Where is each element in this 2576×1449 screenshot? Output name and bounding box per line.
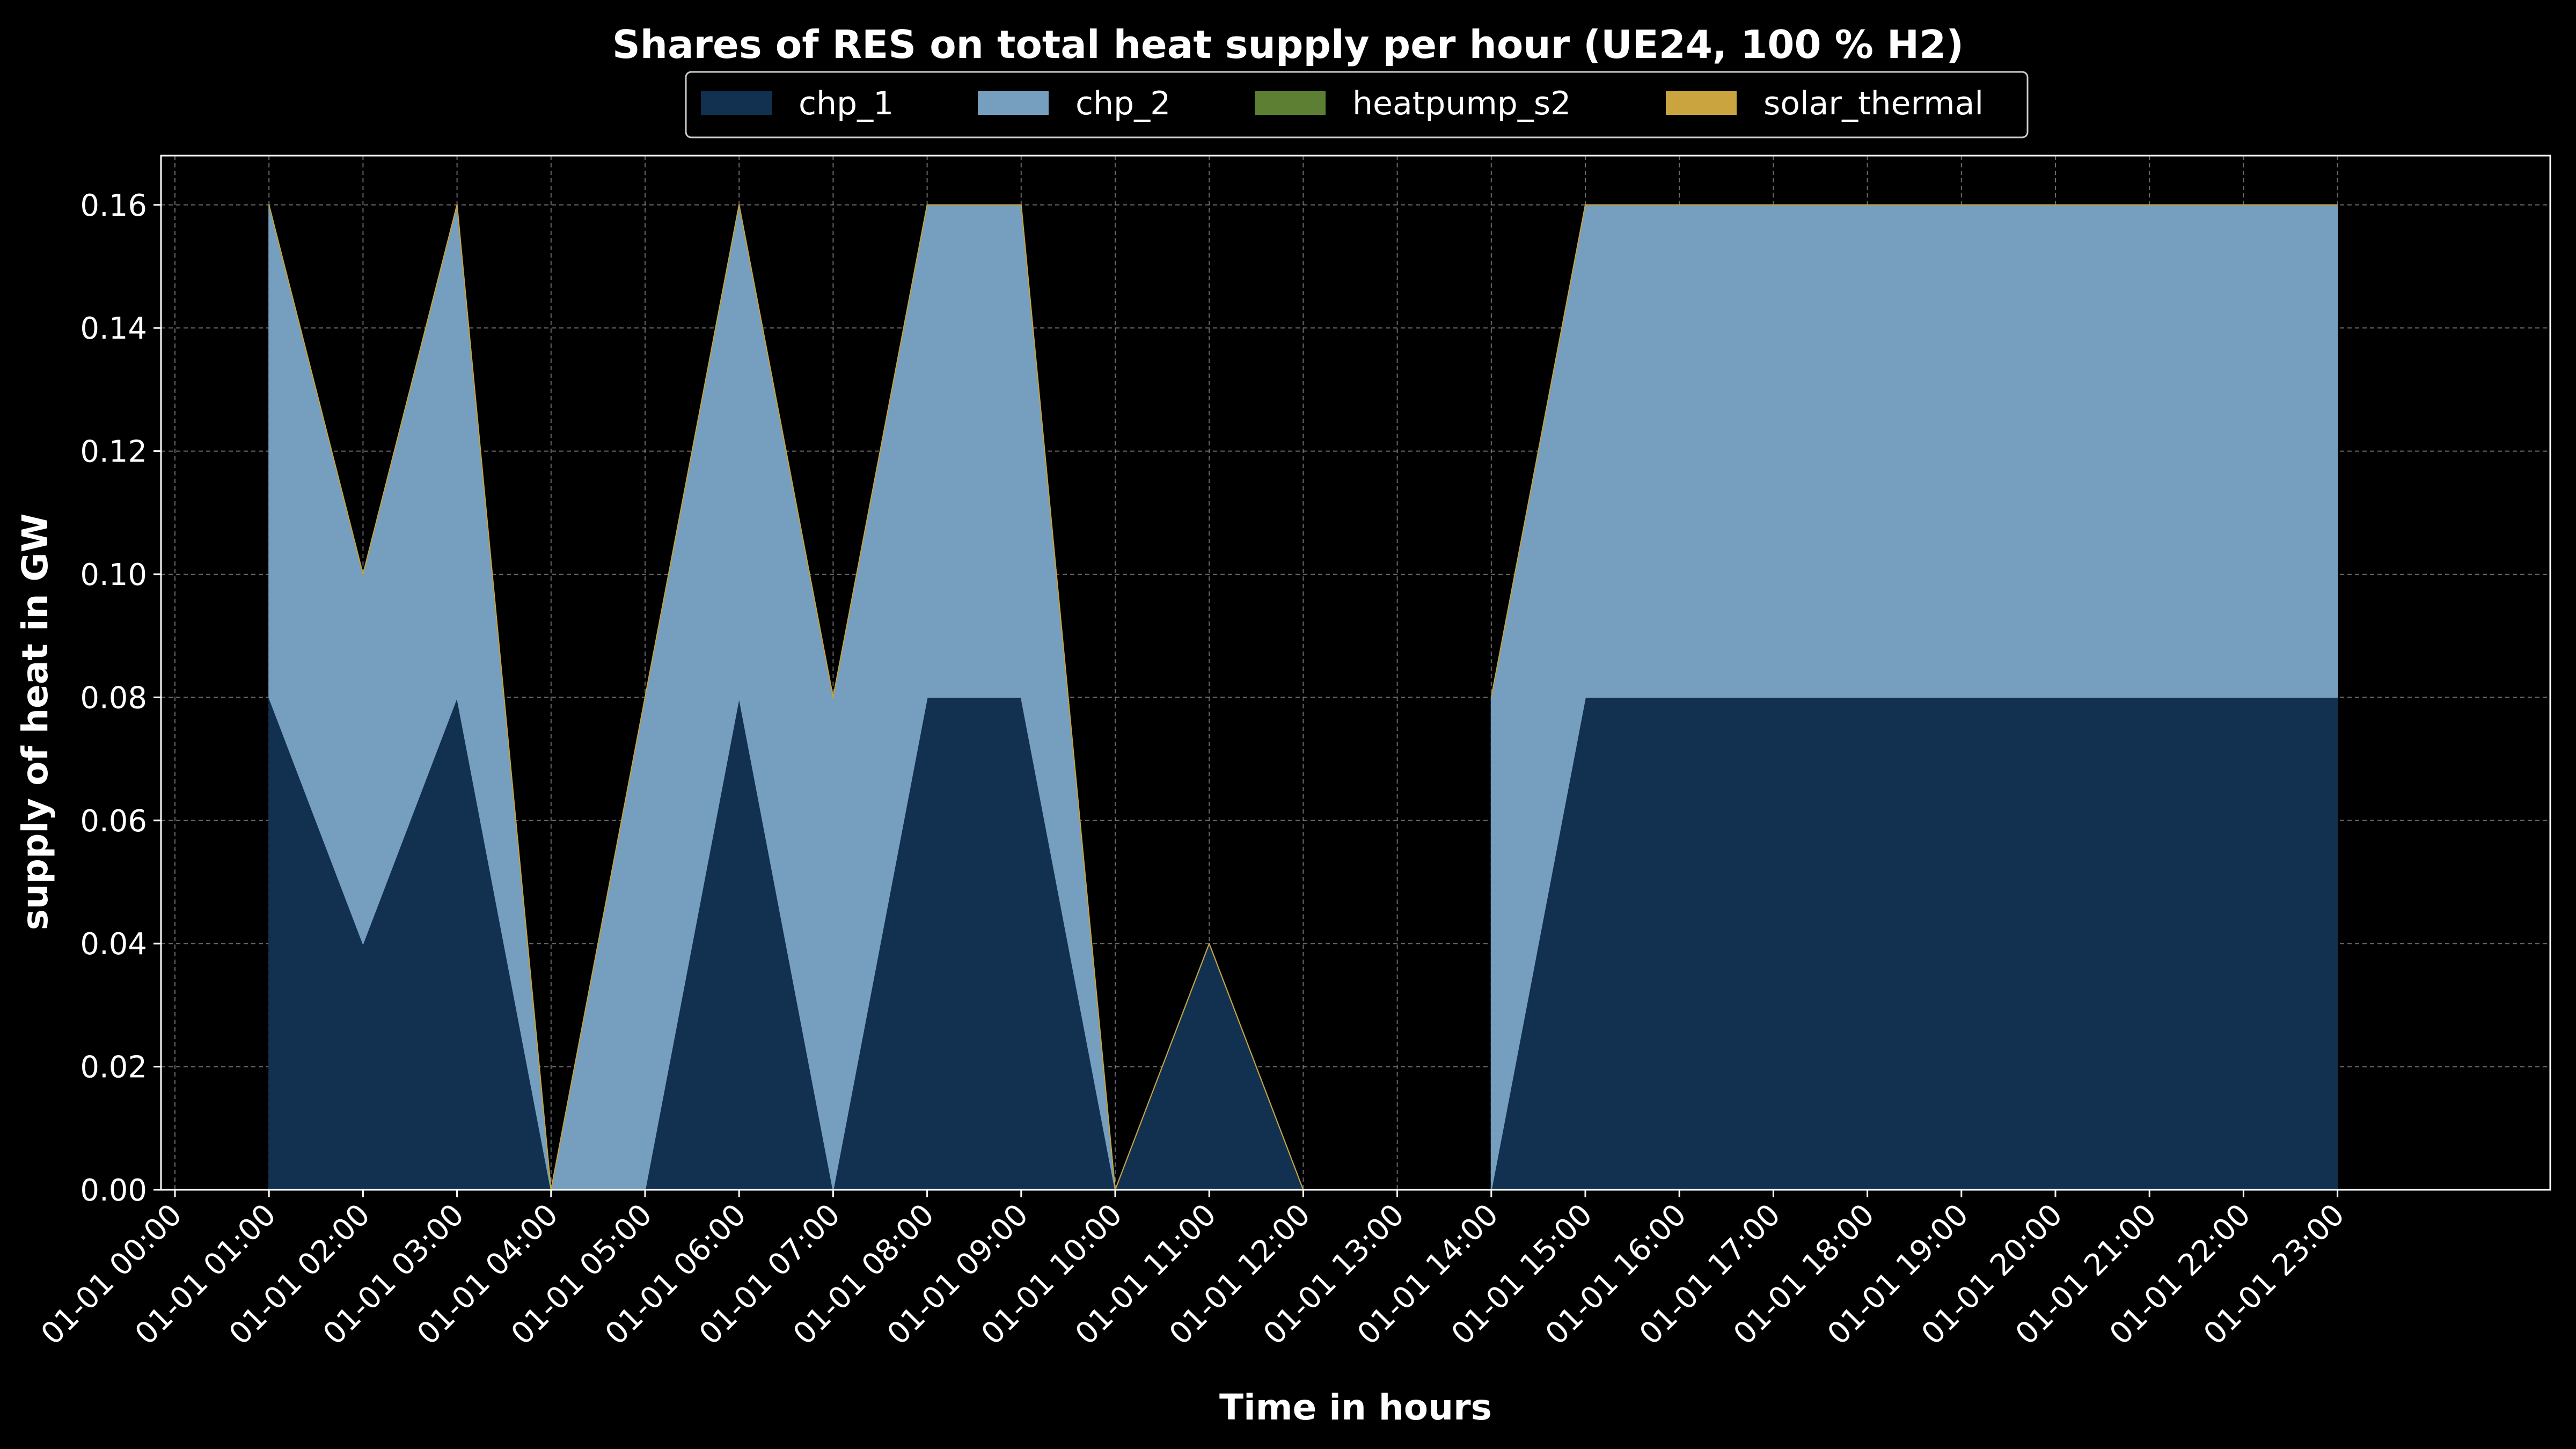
y-tick-label: 0.00 [80, 1173, 147, 1208]
legend-swatch-chp_2 [978, 91, 1049, 115]
y-tick-label: 0.12 [80, 435, 147, 470]
legend-swatch-solar_thermal [1666, 91, 1737, 115]
y-axis-label: supply of heat in GW [14, 514, 56, 931]
y-tick-label: 0.16 [80, 188, 147, 223]
y-tick-label: 0.06 [80, 804, 147, 839]
legend-frame [685, 71, 2029, 138]
y-tick-label: 0.10 [80, 558, 147, 592]
legend-swatch-heatpump_s2 [1255, 91, 1326, 115]
x-axis-label: Time in hours [1219, 1387, 1492, 1428]
legend-label-heatpump_s2: heatpump_s2 [1352, 85, 1571, 122]
chart-title: Shares of RES on total heat supply per h… [612, 22, 1964, 67]
legend-swatch-chp_1 [701, 91, 772, 115]
y-tick-label: 0.04 [80, 927, 147, 962]
legend: chp_1 chp_2 heatpump_s2 solar_thermal [685, 71, 2029, 138]
y-tick-label: 0.08 [80, 680, 147, 715]
legend-label-chp_1: chp_1 [799, 85, 894, 122]
area-layer [268, 204, 2338, 1190]
y-tick-label: 0.02 [80, 1050, 147, 1085]
area-solar_thermal [1490, 204, 2338, 698]
legend-label-chp_2: chp_2 [1075, 85, 1170, 122]
y-tick-label: 0.14 [80, 311, 147, 346]
plot-frame [160, 155, 2551, 1191]
legend-label-solar_thermal: solar_thermal [1763, 85, 1984, 122]
area-chp_1 [1490, 697, 2338, 1190]
